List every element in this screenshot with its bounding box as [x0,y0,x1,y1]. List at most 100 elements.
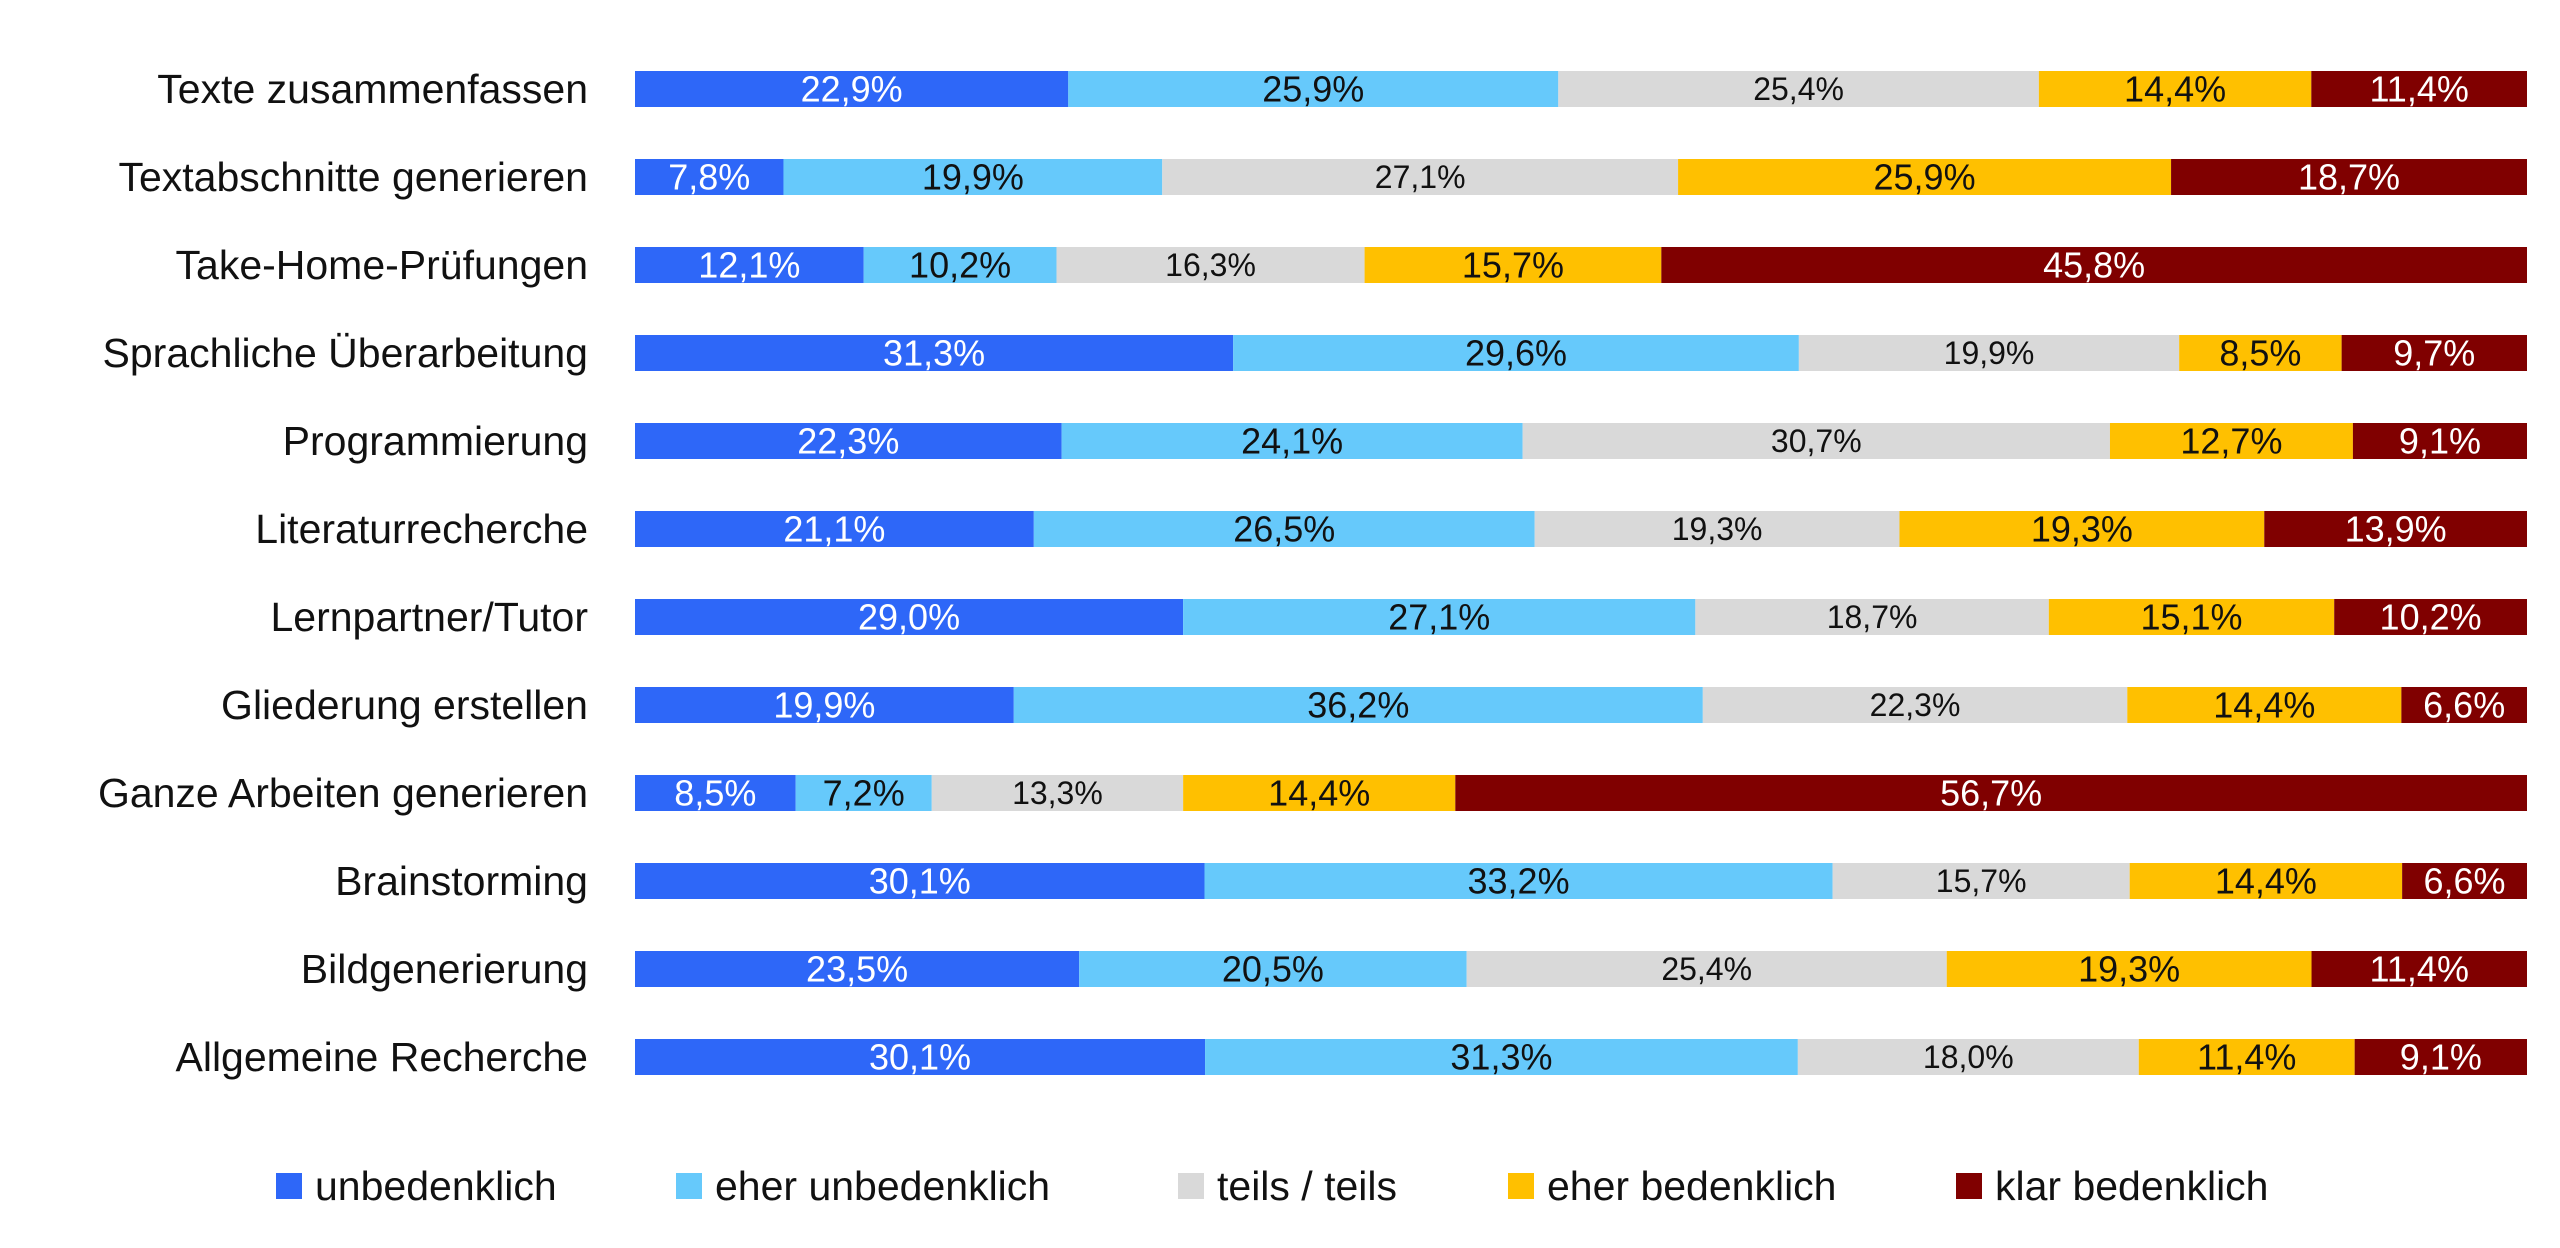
bar-segment [635,71,1069,107]
bar-segment [1455,775,2527,811]
bar-segment [1056,247,1365,283]
value-label: 30,1% [869,861,971,902]
bar-segment [1899,511,2265,547]
bar-segment [2109,423,2353,459]
bar-segment [1661,247,2527,283]
value-label: 24,1% [1241,421,1343,462]
bar-segment [635,159,784,195]
value-label: 13,9% [2345,509,2447,550]
value-label: 12,7% [2180,421,2282,462]
legend-swatch [1956,1173,1982,1199]
bar-segment [2127,687,2402,723]
bar-segment [1013,687,1703,723]
value-label: 10,2% [909,245,1011,286]
bar-segment [1061,423,1523,459]
value-label: 8,5% [674,773,756,814]
value-label: 19,9% [1944,335,2035,371]
bar-segment [2352,423,2527,459]
value-label: 15,1% [2140,597,2242,638]
value-label: 27,1% [1388,597,1490,638]
value-label: 27,1% [1375,159,1466,195]
value-label: 33,2% [1468,861,1570,902]
bar-segment [2264,511,2527,547]
bar-segment [1798,335,2180,371]
value-label: 18,7% [2298,157,2400,198]
value-label: 23,5% [806,949,908,990]
bar-segment [635,1039,1206,1075]
value-label: 9,7% [2393,333,2475,374]
bar-segment [2129,863,2403,899]
legend-label: eher bedenklich [1547,1163,1836,1209]
bar-segment [1678,159,2172,195]
legend-label: klar bedenklich [1995,1163,2269,1209]
bar-segment [2171,159,2527,195]
category-label: Texte zusammenfassen [157,66,588,112]
bar-segment [2038,71,2312,107]
bar-segment [863,247,1057,283]
bar-segment [1068,71,1559,107]
value-label: 25,4% [1753,71,1844,107]
bar-segment [1702,687,2128,723]
category-labels: Texte zusammenfassen Textabschnitte gener… [98,66,588,1080]
value-label: 12,1% [698,245,800,286]
bar-segment [1079,951,1467,987]
value-label: 7,8% [668,157,750,198]
bar-segments [635,71,2527,1075]
bar-segment [1233,335,1799,371]
bar-segment [2354,1039,2527,1075]
bar-segment [1466,951,1947,987]
value-label: 56,7% [1940,773,2042,814]
value-label: 29,0% [858,597,960,638]
bar-segment [635,687,1014,723]
bar-segment [635,951,1080,987]
value-label: 45,8% [2043,245,2145,286]
value-label: 19,3% [1672,511,1763,547]
category-label: Textabschnitte generieren [118,154,588,200]
value-label: 8,5% [2219,333,2301,374]
bar-segment [1832,863,2130,899]
value-label: 16,3% [1165,247,1256,283]
value-label: 25,4% [1661,951,1752,987]
bar-segment [1162,159,1679,195]
bar-segment [635,511,1034,547]
bar-segment [2334,599,2527,635]
value-label: 6,6% [2424,861,2506,902]
legend-label: unbedenklich [315,1163,557,1209]
bar-segment [1205,1039,1798,1075]
legend-swatch [276,1173,302,1199]
value-label: 10,2% [2380,597,2482,638]
legend-label: teils / teils [1217,1163,1397,1209]
bar-segment [1183,599,1696,635]
value-label: 18,0% [1923,1039,2014,1075]
value-label: 18,7% [1827,599,1918,635]
value-label: 22,3% [1870,687,1961,723]
bar-segment [635,423,1062,459]
bar-segment [635,863,1205,899]
bar-segment [2179,335,2342,371]
value-label: 30,1% [869,1037,971,1078]
category-label: Sprachliche Überarbeitung [103,330,588,376]
legend: unbedenklich eher unbedenklich teils / tei… [276,1163,2269,1209]
value-label: 25,9% [1874,157,1976,198]
value-label: 9,1% [2399,421,2481,462]
value-label: 13,3% [1012,775,1103,811]
bar-segment [783,159,1163,195]
bar-segment [1534,511,1900,547]
category-label: Allgemeine Recherche [175,1034,588,1080]
value-label: 19,3% [2031,509,2133,550]
bar-segment [1558,71,2039,107]
value-label: 11,4% [2197,1037,2296,1078]
value-label: 30,7% [1771,423,1862,459]
bar-segment [1695,599,2049,635]
bar-segment [635,247,864,283]
value-label: 31,3% [1450,1037,1552,1078]
category-label: Lernpartner/Tutor [270,594,588,640]
bar-segment [1946,951,2312,987]
value-label: 14,4% [2124,69,2226,110]
category-label: Ganze Arbeiten generieren [98,770,588,816]
value-label: 15,7% [1936,863,2027,899]
bar-segment [795,775,932,811]
legend-swatch [676,1173,702,1199]
value-label: 31,3% [883,333,985,374]
